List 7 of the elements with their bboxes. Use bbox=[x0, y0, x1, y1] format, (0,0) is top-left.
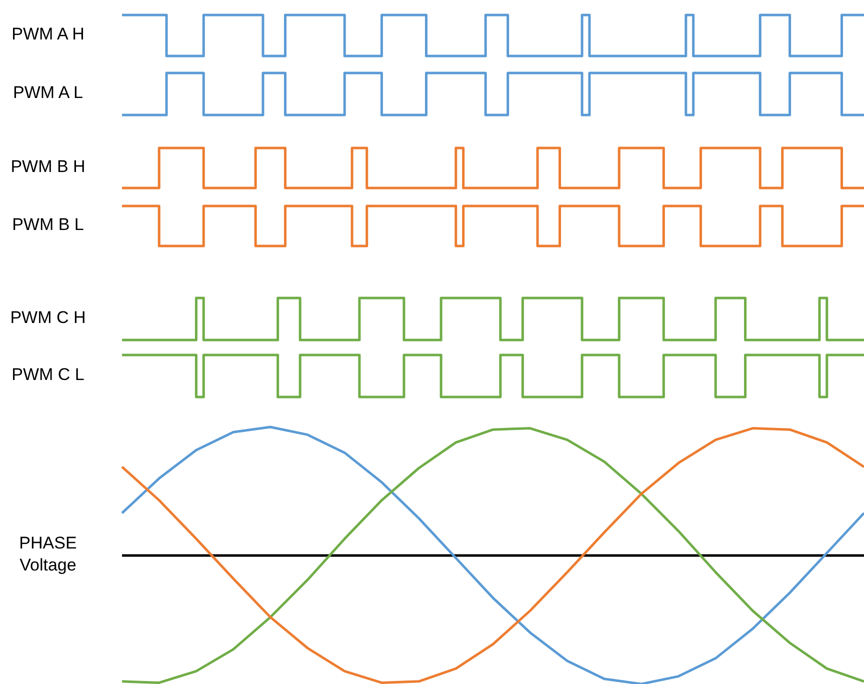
y-axis-title: PWM B L bbox=[12, 215, 84, 234]
y-axis-title: PHASE Voltage bbox=[19, 534, 77, 575]
y-axis-title: PWM C H bbox=[10, 308, 86, 328]
y-axis-title: PWM B H bbox=[10, 157, 86, 176]
y-axis-title: PWM A H bbox=[12, 24, 84, 44]
y-axis-title: PWM C L bbox=[12, 365, 84, 384]
y-axis-title: PWM A L bbox=[13, 83, 83, 102]
